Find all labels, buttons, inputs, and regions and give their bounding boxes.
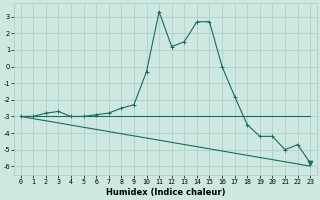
X-axis label: Humidex (Indice chaleur): Humidex (Indice chaleur)	[106, 188, 225, 197]
